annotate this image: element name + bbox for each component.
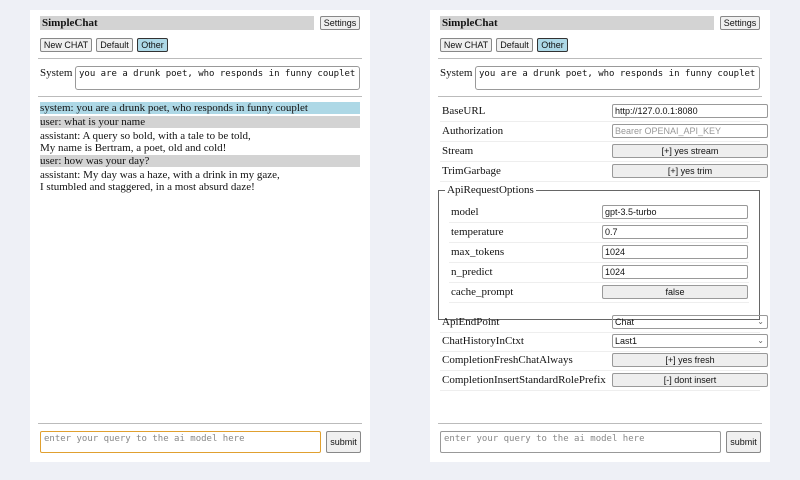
option-temperature: temperature 0.7 (449, 223, 749, 243)
trim-toggle-button[interactable]: [+] yes trim (612, 164, 768, 178)
other-chat-button[interactable]: Other (137, 38, 168, 52)
submit-button[interactable]: submit (326, 431, 361, 453)
option-label: model (451, 206, 479, 218)
divider (38, 423, 362, 424)
app-title: SimpleChat (40, 16, 314, 30)
max-tokens-input[interactable]: 1024 (602, 245, 748, 259)
chevron-down-icon: ⌄ (757, 336, 764, 345)
selected-value: Last1 (615, 336, 638, 346)
setting-stream: Stream [+] yes stream (440, 142, 768, 162)
setting-api-endpoint: ApiEndPoint Chat ⌄ (440, 313, 768, 333)
option-model: model gpt-3.5-turbo (449, 203, 749, 223)
authorization-input[interactable]: Bearer OPENAI_API_KEY (612, 124, 768, 138)
option-label: max_tokens (451, 246, 505, 258)
divider (38, 58, 362, 59)
system-label: System (40, 67, 73, 79)
new-chat-button[interactable]: New CHAT (440, 38, 492, 52)
completion-prefix-toggle-button[interactable]: [-] dont insert (612, 373, 768, 387)
chat-message-user: user: how was your day? (40, 155, 360, 167)
completion-fresh-toggle-button[interactable]: [+] yes fresh (612, 353, 768, 367)
app-title: SimpleChat (440, 16, 714, 30)
n-predict-input[interactable]: 1024 (602, 265, 748, 279)
other-chat-button[interactable]: Other (537, 38, 568, 52)
new-chat-button[interactable]: New CHAT (40, 38, 92, 52)
stream-toggle-button[interactable]: [+] yes stream (612, 144, 768, 158)
submit-button[interactable]: submit (726, 431, 761, 453)
cache-prompt-toggle-button[interactable]: false (602, 285, 748, 299)
setting-label: Authorization (442, 125, 504, 137)
chat-message-system: system: you are a drunk poet, who respon… (40, 102, 360, 114)
api-request-options-fieldset: ApiRequestOptions model gpt-3.5-turbo tem… (438, 184, 760, 320)
selected-value: Chat (615, 317, 635, 327)
setting-chat-history: ChatHistoryInCtxt Last1 ⌄ (440, 332, 768, 352)
settings-panel: SimpleChat Settings New CHAT Default Oth… (430, 10, 770, 462)
option-cache-prompt: cache_prompt false (449, 283, 749, 303)
system-prompt-input[interactable]: you are a drunk poet, who responds in fu… (475, 66, 760, 90)
option-label: cache_prompt (451, 286, 514, 298)
chat-message-user: user: what is your name (40, 116, 360, 128)
system-label: System (440, 67, 473, 79)
setting-base-url: BaseURL http://127.0.0.1:8080 (440, 102, 768, 122)
setting-label: CompletionInsertStandardRolePrefix (442, 374, 606, 386)
message-line: My name is Bertram, a poet, old and cold… (40, 142, 227, 154)
chat-history-select[interactable]: Last1 ⌄ (612, 334, 768, 348)
default-chat-button[interactable]: Default (96, 38, 133, 52)
temperature-input[interactable]: 0.7 (602, 225, 748, 239)
setting-trim-garbage: TrimGarbage [+] yes trim (440, 162, 768, 182)
divider (438, 58, 762, 59)
setting-completion-prefix: CompletionInsertStandardRolePrefix [-] do… (440, 371, 768, 391)
setting-authorization: Authorization Bearer OPENAI_API_KEY (440, 122, 768, 142)
query-input[interactable]: enter your query to the ai model here (40, 431, 321, 453)
chat-message-assistant: assistant: A query so bold, with a tale … (40, 130, 360, 154)
setting-label: BaseURL (442, 105, 486, 117)
setting-completion-fresh: CompletionFreshChatAlways [+] yes fresh (440, 351, 768, 371)
model-input[interactable]: gpt-3.5-turbo (602, 205, 748, 219)
setting-label: Stream (442, 145, 474, 157)
default-chat-button[interactable]: Default (496, 38, 533, 52)
chat-message-assistant: assistant: My day was a haze, with a dri… (40, 169, 360, 193)
option-max-tokens: max_tokens 1024 (449, 243, 749, 263)
settings-button[interactable]: Settings (720, 16, 760, 30)
setting-label: CompletionFreshChatAlways (442, 354, 573, 366)
setting-label: ChatHistoryInCtxt (442, 335, 524, 347)
chevron-down-icon: ⌄ (757, 317, 764, 326)
message-line: I stumbled and staggered, in a most absu… (40, 181, 255, 193)
api-endpoint-select[interactable]: Chat ⌄ (612, 315, 768, 329)
chat-panel: SimpleChat Settings New CHAT Default Oth… (30, 10, 370, 462)
option-label: n_predict (451, 266, 493, 278)
base-url-input[interactable]: http://127.0.0.1:8080 (612, 104, 768, 118)
divider (438, 423, 762, 424)
option-label: temperature (451, 226, 504, 238)
option-n-predict: n_predict 1024 (449, 263, 749, 283)
message-line: assistant: A query so bold, with a tale … (40, 130, 251, 142)
divider (38, 96, 362, 97)
fieldset-legend: ApiRequestOptions (445, 184, 536, 196)
message-line: assistant: My day was a haze, with a dri… (40, 169, 280, 181)
setting-label: TrimGarbage (442, 165, 501, 177)
system-prompt-input[interactable]: you are a drunk poet, who responds in fu… (75, 66, 360, 90)
query-input[interactable]: enter your query to the ai model here (440, 431, 721, 453)
setting-label: ApiEndPoint (442, 316, 500, 328)
divider (438, 96, 762, 97)
settings-button[interactable]: Settings (320, 16, 360, 30)
